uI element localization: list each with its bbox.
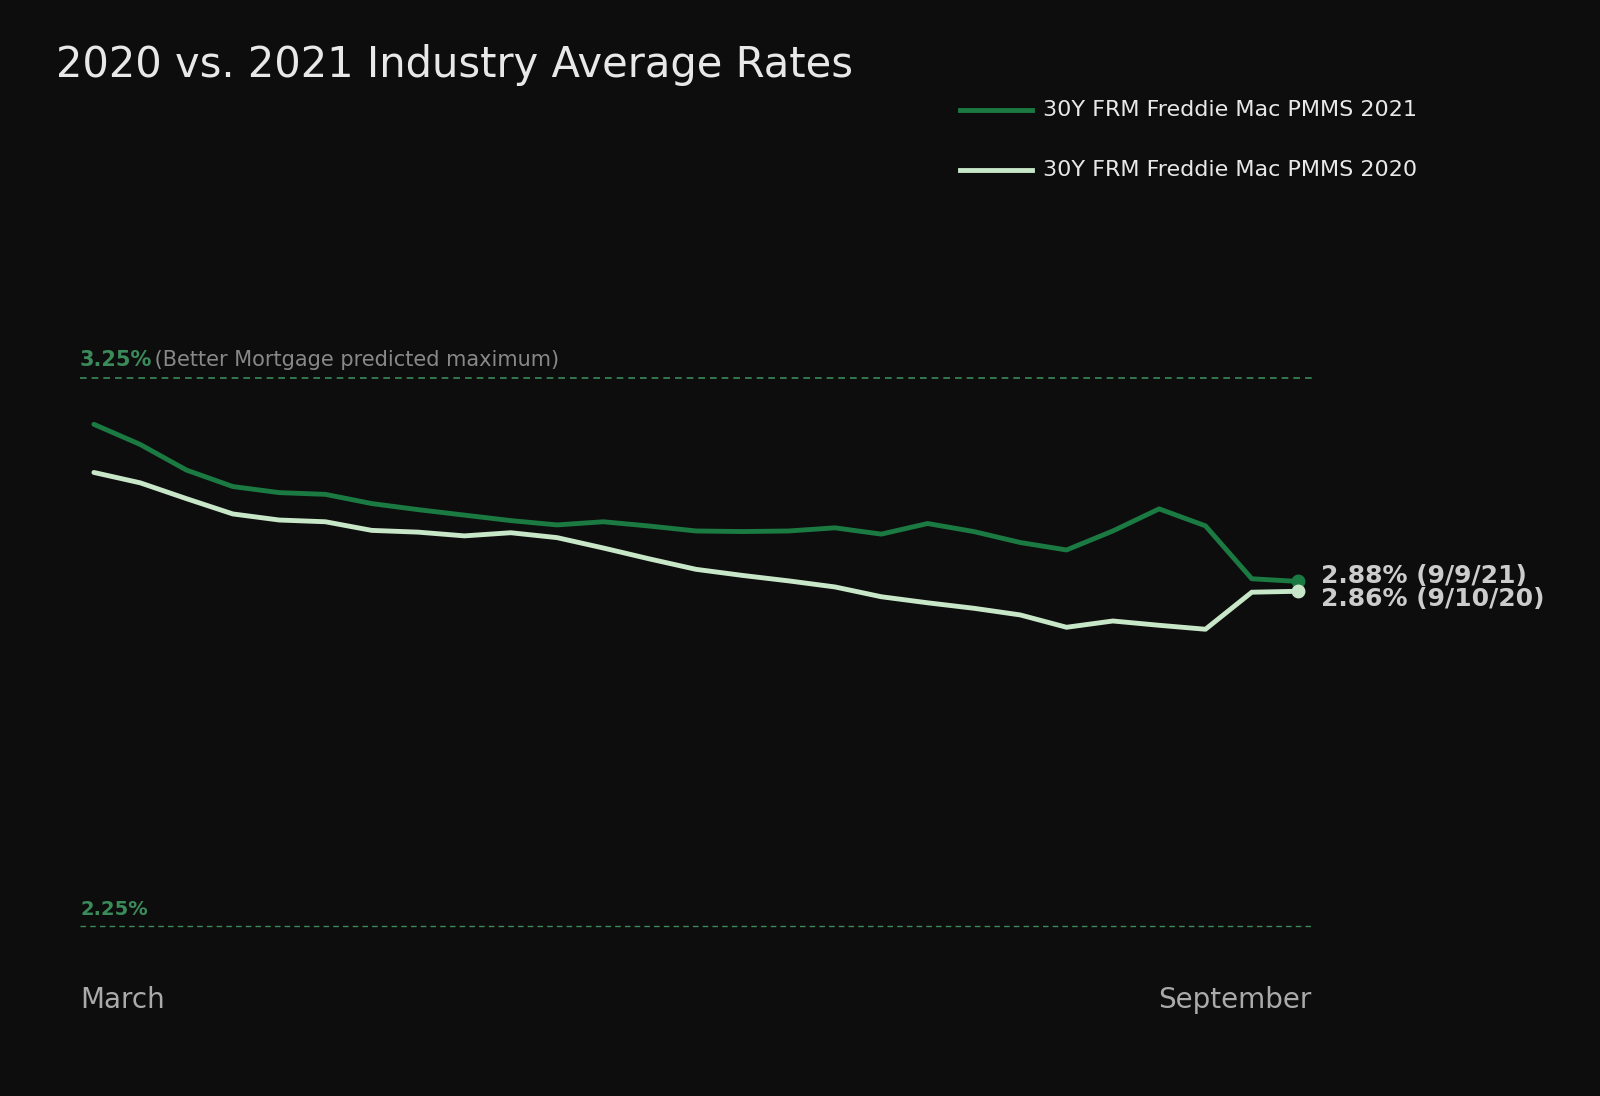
- Text: 2.88% (9/9/21): 2.88% (9/9/21): [1322, 564, 1526, 587]
- Text: 3.25%: 3.25%: [80, 350, 152, 369]
- Text: September: September: [1158, 985, 1312, 1014]
- Text: 2.86% (9/10/20): 2.86% (9/10/20): [1322, 587, 1544, 612]
- Text: 2.25%: 2.25%: [80, 900, 147, 920]
- Text: March: March: [80, 985, 165, 1014]
- Text: 30Y FRM Freddie Mac PMMS 2021: 30Y FRM Freddie Mac PMMS 2021: [1043, 100, 1418, 119]
- Text: (Better Mortgage predicted maximum): (Better Mortgage predicted maximum): [147, 350, 558, 369]
- Text: 30Y FRM Freddie Mac PMMS 2020: 30Y FRM Freddie Mac PMMS 2020: [1043, 160, 1418, 180]
- Text: 2020 vs. 2021 Industry Average Rates: 2020 vs. 2021 Industry Average Rates: [56, 44, 853, 85]
